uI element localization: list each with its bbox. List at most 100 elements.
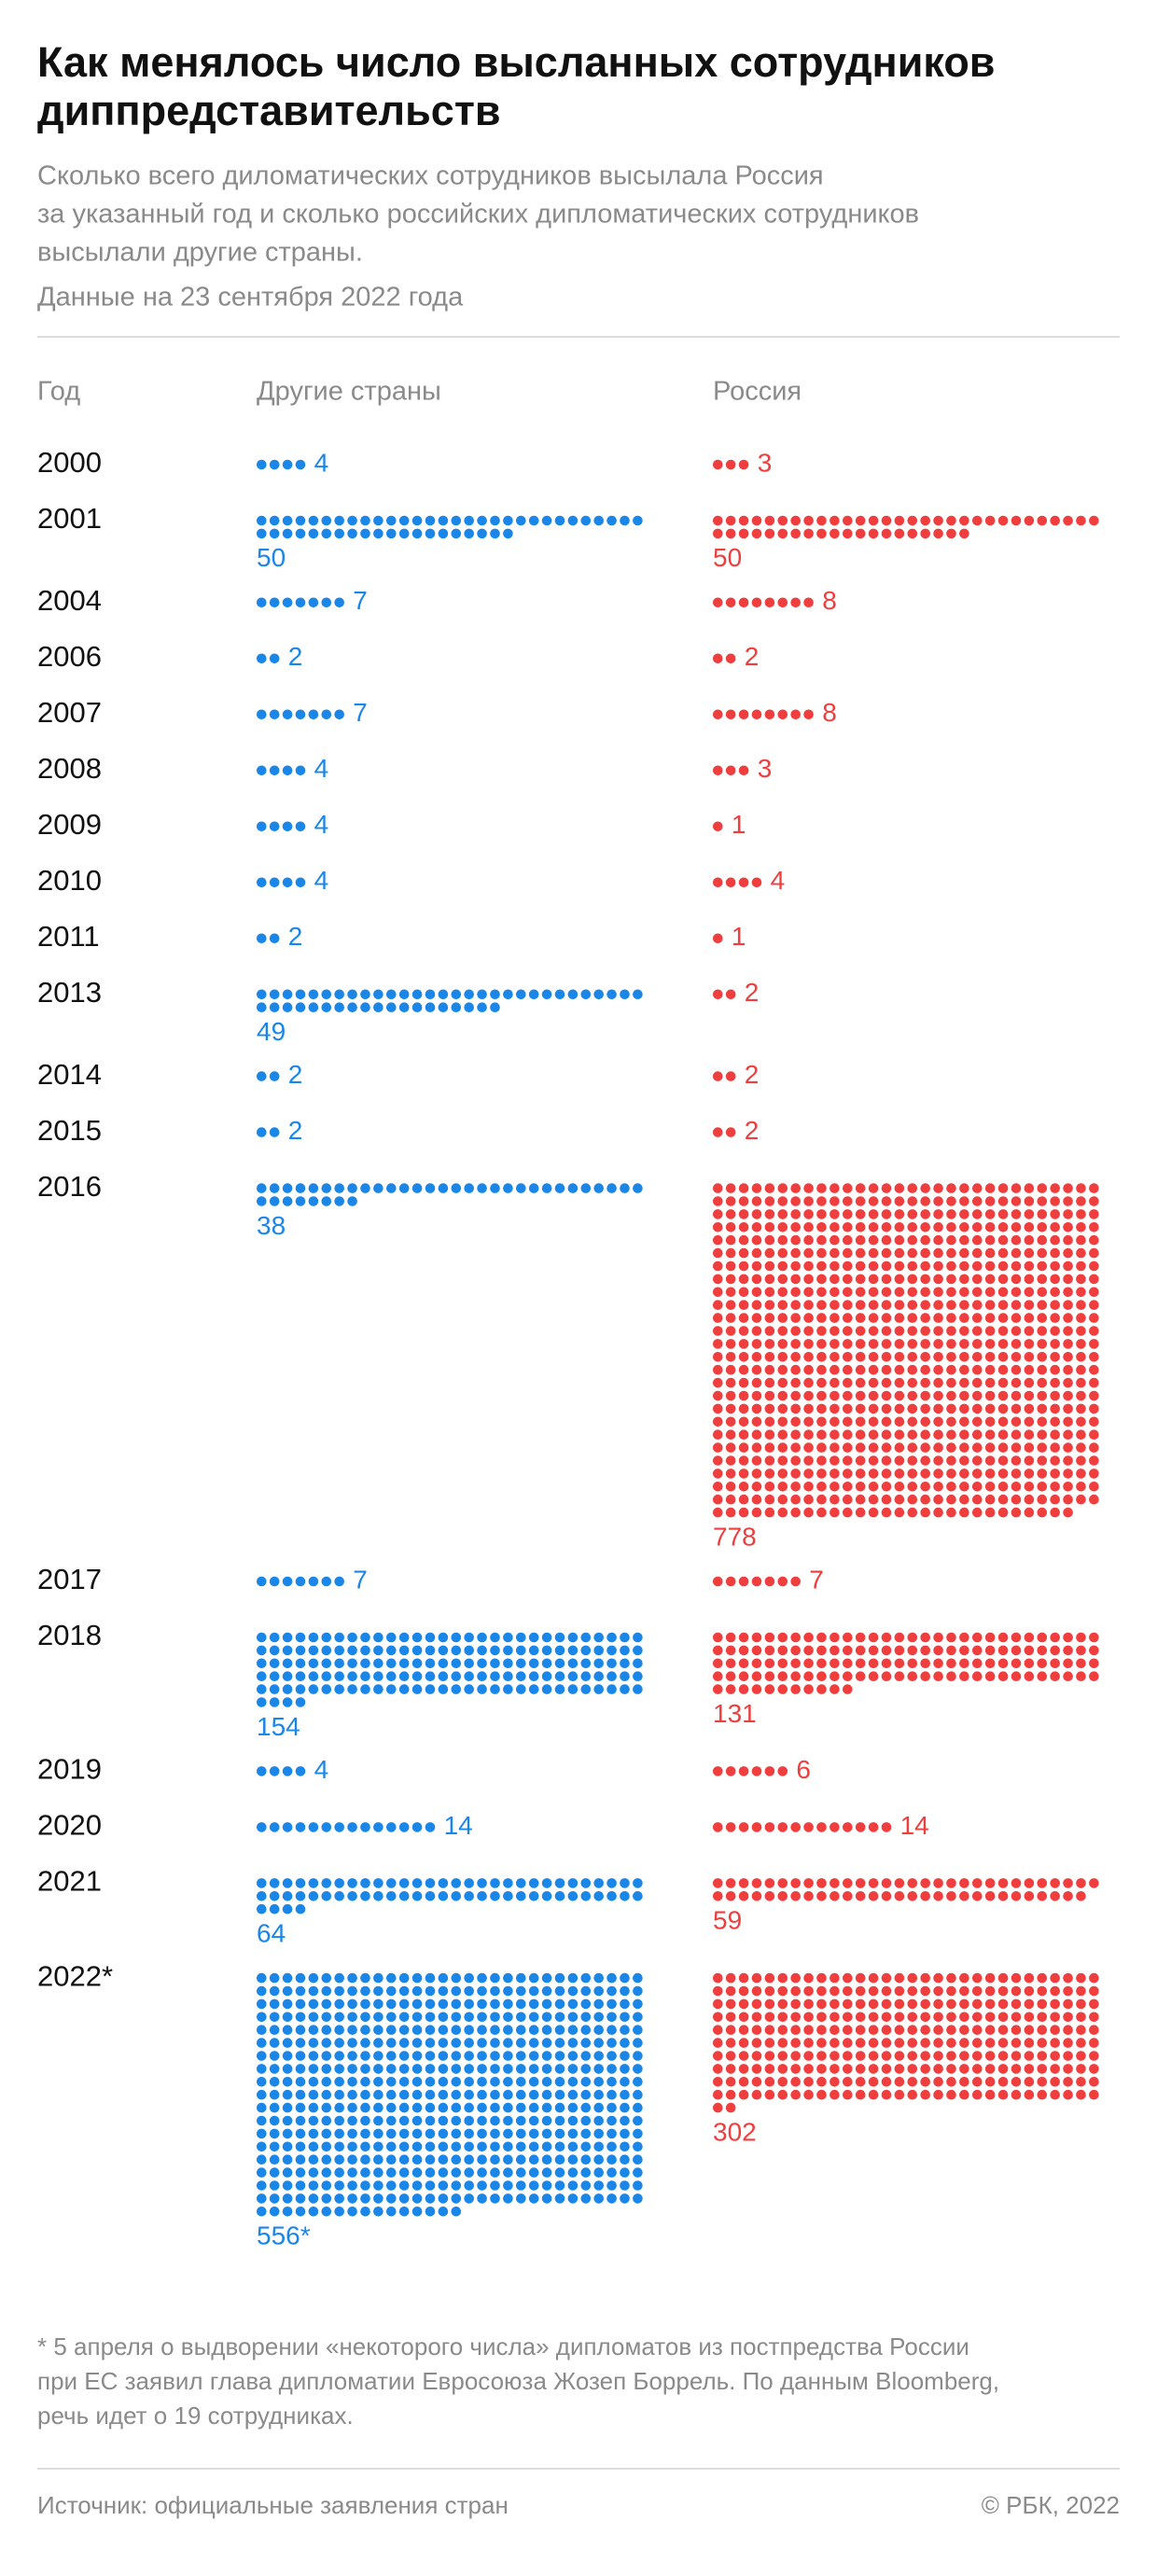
dot — [321, 1002, 332, 1012]
dot — [829, 1632, 840, 1643]
dot — [1063, 515, 1073, 526]
dot — [1076, 1196, 1086, 1206]
dot — [933, 1494, 943, 1505]
dot — [1063, 2051, 1073, 2061]
dot — [360, 2180, 370, 2191]
dot — [411, 2115, 423, 2126]
dot — [868, 1403, 879, 1414]
dot — [620, 1183, 630, 1193]
dot — [269, 1891, 280, 1901]
dot — [816, 2064, 827, 2074]
dot — [738, 709, 749, 720]
dot — [920, 2012, 930, 2023]
dot — [1089, 2038, 1099, 2048]
dot — [868, 1260, 879, 1272]
dot — [567, 2038, 578, 2048]
dot — [984, 1998, 996, 2010]
dot — [1011, 1339, 1022, 1349]
dot — [972, 1403, 983, 1414]
dot — [868, 1442, 879, 1453]
dot — [920, 1645, 930, 1656]
dot — [1037, 1247, 1048, 1259]
dot — [725, 877, 736, 888]
dot — [855, 1494, 866, 1505]
dot — [881, 1891, 892, 1901]
dot — [1024, 1469, 1035, 1479]
dot — [580, 1632, 592, 1643]
dot — [282, 1903, 293, 1915]
dot — [528, 2115, 539, 2126]
dot — [790, 1429, 801, 1440]
dot — [907, 1390, 918, 1401]
dot — [946, 1972, 956, 1984]
dot — [1011, 1300, 1022, 1310]
dot — [503, 2064, 513, 2074]
dot — [321, 2193, 332, 2204]
dot — [868, 1390, 879, 1401]
dot — [816, 1429, 827, 1440]
dot — [777, 597, 788, 608]
dot — [984, 2025, 996, 2035]
dot — [269, 459, 280, 470]
dot — [477, 528, 487, 539]
dot — [725, 1403, 736, 1414]
dot — [777, 1494, 788, 1505]
dot — [347, 2180, 357, 2191]
dot — [1024, 1300, 1035, 1310]
dot — [972, 1482, 983, 1492]
dot — [790, 1326, 801, 1336]
dot — [633, 2141, 643, 2152]
dot — [567, 2051, 578, 2061]
dot — [972, 1274, 983, 1285]
dot — [541, 2154, 552, 2165]
dot — [580, 2077, 592, 2087]
dot — [751, 1313, 762, 1323]
dot — [997, 2012, 1009, 2023]
dot — [633, 1998, 643, 2010]
dot — [334, 2051, 345, 2061]
dot — [1024, 2025, 1035, 2035]
dot — [464, 989, 475, 1000]
dot — [946, 1274, 956, 1285]
dot — [843, 1287, 853, 1298]
dot — [984, 2051, 996, 2061]
dot — [881, 1339, 892, 1349]
dot — [764, 2051, 775, 2061]
dot — [516, 2051, 526, 2061]
dot — [816, 1972, 827, 1984]
dot — [907, 1429, 918, 1440]
dot — [829, 2051, 840, 2061]
dot — [997, 1183, 1009, 1193]
dot — [593, 1645, 604, 1656]
dot — [713, 1313, 723, 1323]
dot — [972, 1416, 983, 1427]
dot — [959, 1494, 969, 1505]
dot — [411, 2102, 423, 2113]
dot — [386, 528, 397, 539]
dot — [738, 1274, 749, 1285]
dot — [295, 1684, 306, 1694]
dot-group — [713, 989, 736, 1000]
dot — [438, 1645, 449, 1656]
dot — [1024, 1313, 1035, 1323]
dot — [321, 2038, 332, 2048]
dot — [347, 2154, 357, 2165]
dot — [1089, 1403, 1099, 1414]
dot — [528, 1985, 539, 1997]
dot — [1063, 1260, 1073, 1272]
dot — [997, 1196, 1009, 1206]
dot — [1011, 2089, 1022, 2100]
dot — [855, 1247, 866, 1259]
dot — [1037, 2012, 1048, 2023]
dot — [1076, 1645, 1086, 1656]
dot — [816, 2012, 827, 2023]
dot — [398, 2167, 410, 2178]
dot — [984, 1878, 996, 1888]
dot — [843, 1985, 853, 1997]
dot — [1011, 1274, 1022, 1285]
dot — [997, 1429, 1009, 1440]
dot — [438, 1658, 449, 1669]
dot — [1037, 1300, 1048, 1310]
dot — [1076, 1222, 1086, 1232]
dot — [308, 2128, 319, 2139]
